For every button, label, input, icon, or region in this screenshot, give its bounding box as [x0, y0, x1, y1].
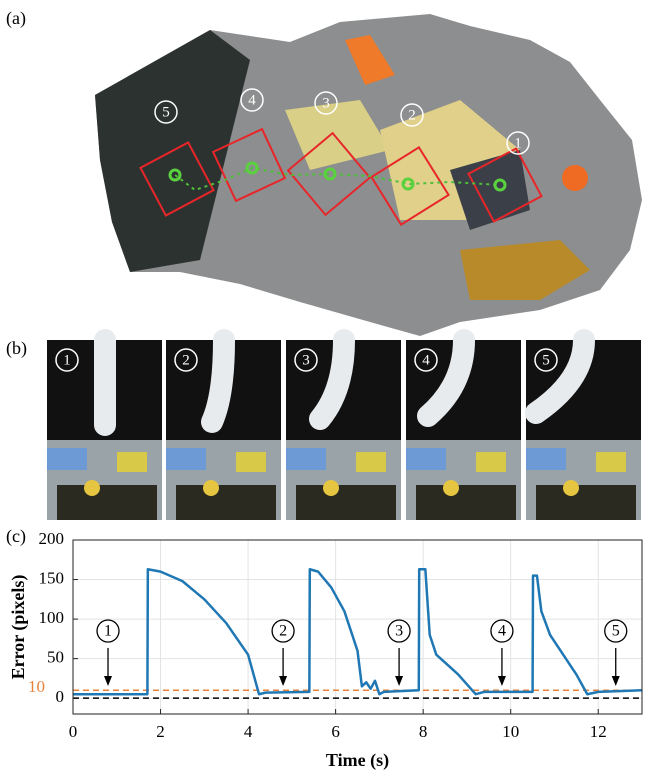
figure-head [323, 480, 339, 496]
x-tick-label: 6 [331, 722, 340, 741]
x-tick-label: 0 [69, 722, 78, 741]
brick [47, 448, 87, 470]
marker-label: 3 [322, 95, 330, 111]
panel-label: (b) [6, 338, 27, 359]
y-tick-label: 200 [39, 529, 65, 548]
x-axis-label: Time (s) [326, 750, 389, 771]
annotation-label: 4 [498, 623, 506, 640]
annotation-label: 3 [395, 623, 403, 640]
y-tick-label: 100 [39, 608, 65, 627]
annotation-label: 2 [279, 623, 287, 640]
reference-label: 10 [28, 677, 45, 696]
photo-a: 5 4 3 2 1 [95, 14, 642, 336]
figure [416, 485, 516, 520]
brick [236, 452, 266, 472]
y-tick-label: 50 [47, 648, 64, 667]
brick [526, 448, 566, 470]
x-tick-label: 8 [419, 722, 428, 741]
figure [536, 485, 636, 520]
figure-head [563, 480, 579, 496]
figure-head [84, 480, 100, 496]
x-tick-label: 4 [244, 722, 253, 741]
frame-label: 2 [182, 352, 190, 368]
brick [406, 448, 446, 470]
plot-area [73, 540, 642, 714]
brick [117, 452, 147, 472]
marker-label: 1 [514, 135, 522, 151]
panel-label: (c) [6, 526, 26, 547]
brick [596, 452, 626, 472]
y-tick-label: 150 [39, 568, 65, 587]
frame-label: 4 [422, 352, 430, 368]
frame-label: 1 [63, 352, 71, 368]
marker-label: 2 [408, 107, 416, 123]
figure [57, 485, 157, 520]
figure-head [203, 480, 219, 496]
x-tick-label: 2 [156, 722, 165, 741]
panel-label: (a) [6, 8, 26, 29]
figure [176, 485, 276, 520]
annotation-label: 1 [104, 623, 112, 640]
x-tick-label: 10 [502, 722, 519, 741]
figure [296, 485, 396, 520]
marker-label: 5 [162, 104, 170, 120]
brick [356, 452, 386, 472]
brick [286, 448, 326, 470]
y-tick-label: 0 [56, 687, 65, 706]
marker-label: 4 [248, 92, 256, 108]
figure-head [443, 480, 459, 496]
annotation-label: 5 [612, 623, 620, 640]
tube [212, 340, 224, 422]
x-tick-label: 12 [590, 722, 607, 741]
brick [476, 452, 506, 472]
photo-b: 1 2 3 4 5 [47, 340, 641, 520]
frame-label: 5 [542, 352, 550, 368]
frame-label: 3 [302, 352, 310, 368]
y-axis-label: Error (pixels) [8, 575, 29, 680]
figure: (a) (b) (c) 5 4 3 2 1 [0, 0, 648, 774]
brick [166, 448, 206, 470]
page: (a) (b) (c) 5 4 3 2 1 [0, 0, 648, 774]
